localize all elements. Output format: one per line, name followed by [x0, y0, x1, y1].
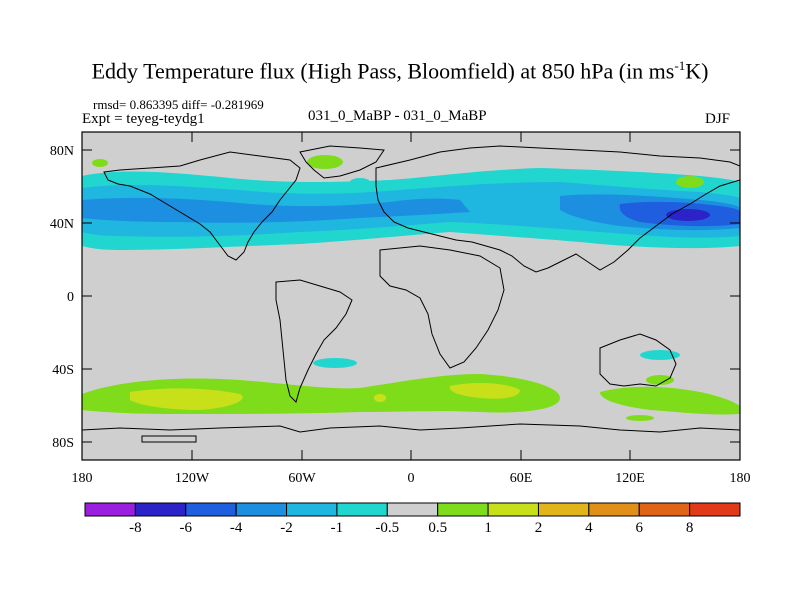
y-tick-label: 80N — [50, 144, 74, 159]
y-tick-label: 0 — [67, 290, 74, 305]
expt-label: Expt = teyeg-teydg1 — [82, 111, 205, 127]
colorbar-box — [537, 502, 590, 517]
contour-green-sh-far — [626, 415, 654, 421]
contour-green-sh-east — [600, 386, 740, 415]
y-tick-label: 40S — [52, 363, 74, 378]
colorbar-label: -2 — [280, 520, 293, 536]
contour-yellow-sh-west — [130, 388, 243, 410]
x-tick-label: 60E — [510, 471, 533, 486]
colorbar-box — [185, 502, 237, 517]
colorbar-label: -6 — [179, 520, 193, 536]
colorbar-box — [437, 502, 489, 517]
coastlines — [82, 145, 740, 443]
axis-ticks — [82, 132, 740, 460]
colorbar-box — [84, 502, 136, 517]
colorbar-label: -1 — [330, 520, 344, 536]
contour-yellow-sh-small — [374, 394, 386, 402]
coast-greenland — [299, 145, 385, 179]
colorbar-box — [235, 502, 288, 517]
contour-field — [82, 155, 740, 421]
colorbar-box — [386, 502, 439, 517]
y-tick-label: 40N — [50, 217, 74, 232]
colorbar-box — [638, 502, 691, 517]
colorbar-box — [487, 502, 539, 517]
contour-green-greenland — [307, 155, 343, 169]
colorbar-box — [336, 502, 388, 517]
colorbar-label: 6 — [635, 520, 643, 536]
colorbar-label: -4 — [229, 520, 243, 536]
colorbar-label: 2 — [534, 520, 543, 536]
colorbar-box — [286, 502, 338, 517]
contour-green-siberia — [676, 176, 704, 188]
subtitle-label: 031_0_MaBP - 031_0_MaBP — [308, 108, 487, 124]
contour-cyan-atlantic — [350, 178, 370, 186]
stats-label: rmsd= 0.863395 diff= -0.281969 — [93, 97, 264, 112]
chart-title: Eddy Temperature flux (High Pass, Bloomf… — [91, 58, 709, 84]
x-tick-label: 120W — [175, 471, 210, 486]
colorbar-label: -0.5 — [375, 520, 400, 536]
coast-ice-shelf — [141, 435, 197, 443]
x-tick-label: 180 — [730, 471, 751, 486]
coast-africa — [379, 245, 505, 369]
contour-green-alaska — [92, 159, 108, 167]
contour-yellow-sh-east — [449, 383, 520, 399]
x-tick-label: 0 — [408, 471, 415, 486]
y-tick-label: 80S — [52, 436, 74, 451]
coast-south-america — [275, 279, 353, 403]
colorbar-box — [134, 502, 187, 517]
contour-blue-nh-west — [82, 197, 470, 223]
coast-eurasia — [375, 145, 740, 273]
colorbar-label: -8 — [129, 520, 142, 536]
contour-cyan-south-atlantic — [313, 358, 357, 368]
contour-cyan-australia — [640, 350, 680, 360]
x-tick-label: 180 — [72, 471, 93, 486]
colorbar-box — [689, 502, 741, 517]
coast-australia — [599, 333, 677, 387]
colorbar-box — [588, 502, 640, 517]
colorbar-label: 0.5 — [428, 520, 448, 536]
coast-north-america — [103, 151, 301, 261]
colorbar-label: 4 — [585, 520, 593, 536]
coast-antarctica — [82, 423, 740, 433]
contour-max-pacific — [666, 209, 710, 221]
x-tick-label: 60W — [288, 471, 316, 486]
x-tick-label: 120E — [615, 471, 645, 486]
colorbar — [84, 502, 741, 517]
colorbar-label: 8 — [685, 520, 694, 536]
season-label: DJF — [705, 111, 731, 127]
contour-green-australia — [646, 375, 674, 385]
colorbar-label: 1 — [484, 520, 492, 536]
